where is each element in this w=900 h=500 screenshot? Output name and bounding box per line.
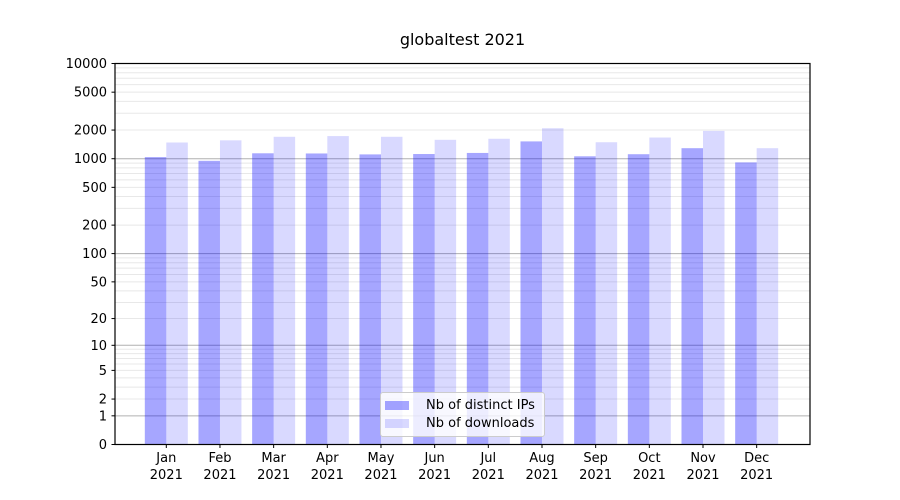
y-tick-label: 2000: [74, 124, 107, 139]
y-tick-label: 500: [82, 181, 107, 196]
bar: [144, 157, 167, 445]
y-tick-label: 10000: [66, 57, 107, 72]
legend-item-distinct-ips: Nb of distinct IPs: [385, 397, 536, 414]
bar: [219, 140, 242, 445]
x-tick-labels: Jan 2021 Feb 2021 Mar 2021 Apr 2021 May 2021 Jun 20…: [150, 451, 773, 483]
bars-distinct-ips: [144, 141, 757, 445]
y-tick-label: 50: [90, 275, 107, 290]
y-tick-label: 5: [99, 364, 107, 379]
bar: [380, 136, 403, 445]
x-tick-label: Apr: [316, 451, 339, 466]
legend-swatch-downloads: [385, 418, 409, 428]
legend-label-downloads: Nb of downloads: [426, 415, 535, 431]
y-tick-label: 200: [82, 219, 107, 234]
x-tick-label: 2021: [257, 468, 290, 483]
bar: [681, 148, 703, 445]
bar: [466, 152, 489, 445]
y-tick-label: 0: [99, 438, 107, 453]
bar: [305, 153, 328, 445]
x-tick-label: Aug: [529, 451, 554, 466]
x-tick-label: Mar: [261, 451, 286, 466]
x-tick-label: May: [368, 451, 395, 466]
x-tick-marks: [165, 444, 758, 448]
bar: [574, 156, 596, 445]
x-tick-label: 2021: [364, 468, 397, 483]
bar: [595, 142, 618, 445]
legend-label-distinct-ips: Nb of distinct IPs: [426, 398, 535, 414]
bar: [166, 142, 188, 445]
bars-downloads: [166, 128, 779, 445]
bar: [735, 162, 757, 445]
y-tick-label: 10: [90, 339, 107, 354]
bar: [703, 130, 725, 445]
bar: [252, 153, 274, 445]
bar: [413, 154, 435, 445]
x-tick-label: 2021: [311, 468, 344, 483]
x-tick-label: Jun: [423, 451, 444, 466]
bar: [627, 154, 650, 445]
legend: Nb of distinct IPs Nb of downloads: [380, 392, 545, 437]
y-grid-minor: [115, 67, 810, 400]
y-tick-label: 5000: [74, 86, 107, 101]
y-tick-label: 20: [90, 312, 107, 327]
bar: [756, 148, 779, 445]
y-tick-marks: [111, 63, 115, 445]
bar: [273, 136, 296, 445]
chart-title: globaltest 2021: [399, 30, 526, 49]
legend-item-downloads: Nb of downloads: [385, 415, 536, 432]
x-tick-label: Nov: [690, 451, 716, 466]
y-tick-label: 100: [82, 247, 107, 262]
x-tick-label: 2021: [525, 468, 558, 483]
x-tick-label: Jul: [479, 451, 496, 466]
x-tick-label: Dec: [744, 451, 769, 466]
x-tick-label: Jan: [155, 451, 176, 466]
x-tick-label: 2021: [740, 468, 773, 483]
x-tick-label: 2021: [579, 468, 612, 483]
bar: [520, 141, 542, 445]
x-tick-label: 2021: [633, 468, 666, 483]
x-tick-label: Feb: [208, 451, 231, 466]
x-tick-label: 2021: [472, 468, 505, 483]
x-tick-label: Oct: [638, 451, 660, 466]
y-tick-label: 1000: [74, 152, 107, 167]
bar: [434, 139, 457, 445]
bar: [327, 136, 349, 445]
y-tick-label: 1: [99, 409, 107, 424]
legend-swatch-distinct-ips: [385, 401, 409, 411]
bar: [198, 160, 220, 445]
x-tick-label: Sep: [583, 451, 608, 466]
x-tick-label: 2021: [203, 468, 236, 483]
bar: [488, 138, 510, 445]
x-tick-label: 2021: [686, 468, 719, 483]
bar: [649, 137, 671, 445]
y-tick-label: 2: [99, 393, 107, 408]
bar: [541, 128, 564, 445]
y-tick-labels: 0 12 5 10 20 50 100 200 500 1000 2000 5000 10000: [66, 57, 107, 453]
x-tick-label: 2021: [150, 468, 183, 483]
x-tick-label: 2021: [418, 468, 451, 483]
bar: [359, 154, 381, 445]
